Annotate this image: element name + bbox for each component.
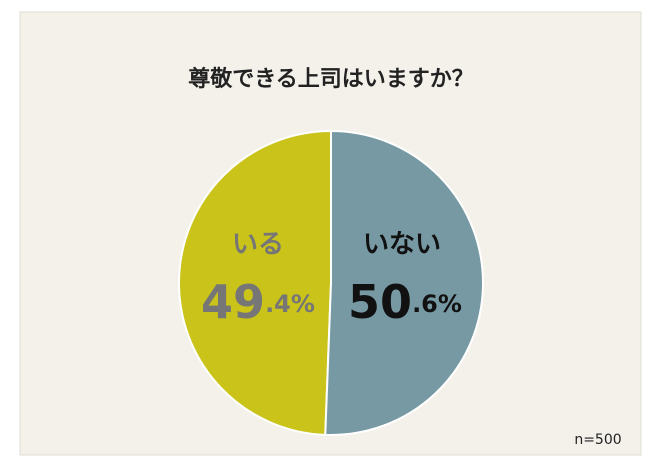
category-label: いる: [232, 230, 284, 260]
value-label: 50.6%: [348, 275, 462, 329]
chart-title: 尊敬できる上司はいますか？: [188, 66, 474, 92]
category-label: いない: [363, 230, 441, 260]
pie-slice: [324, 129, 484, 436]
value-label: 49.4%: [201, 275, 315, 329]
pie-slice: [178, 129, 332, 436]
note: n=500: [574, 432, 621, 448]
